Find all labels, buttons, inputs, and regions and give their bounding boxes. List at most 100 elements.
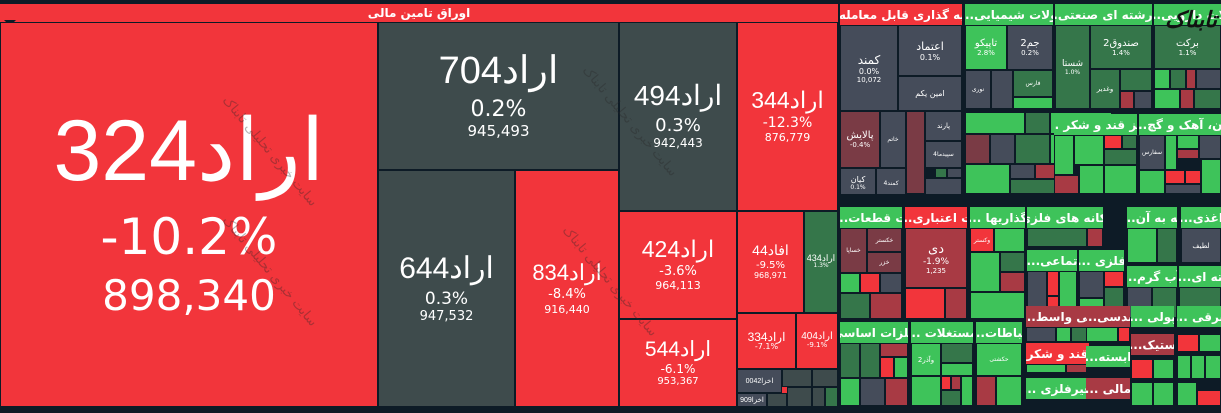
tile-arad434[interactable]: اراد434 1.3% xyxy=(804,211,838,313)
tile-small[interactable] xyxy=(990,134,1015,164)
tile-small[interactable] xyxy=(870,293,902,319)
tile-kamand4[interactable]: کمند4 xyxy=(876,168,906,194)
tile-small[interactable] xyxy=(885,378,908,406)
tile-small[interactable] xyxy=(1177,149,1199,159)
sector-nonmetal[interactable]: ... غیرفلزی xyxy=(1026,378,1089,406)
tile-small[interactable] xyxy=(965,134,990,164)
sector-engineering[interactable]: ...ندسی xyxy=(1086,306,1130,342)
tile-small[interactable] xyxy=(1074,135,1104,165)
tile-small[interactable] xyxy=(941,390,961,406)
tile-small[interactable] xyxy=(991,70,1013,109)
tile-small[interactable] xyxy=(1056,327,1071,342)
tile-small[interactable] xyxy=(945,288,967,319)
tile-arad324[interactable]: اراد324 -10.2% 898,340 xyxy=(0,22,378,406)
tile-small[interactable] xyxy=(925,178,962,194)
sector-telecom[interactable]: ...تباطات حکشتی xyxy=(976,322,1022,406)
tile-small[interactable] xyxy=(1134,91,1152,109)
tile-small[interactable] xyxy=(1025,112,1050,134)
tile-small[interactable] xyxy=(880,357,894,378)
sector-credit[interactable]: ...ت اعتباری دی -1.9% 1,235 xyxy=(905,207,967,319)
tile-small[interactable] xyxy=(1131,382,1153,406)
tile-arad544[interactable]: اراد544 -6.1% 953,367 xyxy=(619,319,737,406)
sector-auto-parts[interactable]: ...ت قطعات خساپا خکستر خزر xyxy=(840,207,902,319)
tile-small[interactable] xyxy=(1104,149,1137,165)
tile-shasta[interactable]: شستا 1.0% xyxy=(1055,25,1090,109)
tile-arad834[interactable]: اراد834 -8.4% 916,440 xyxy=(515,170,619,406)
tile-small[interactable] xyxy=(1086,327,1118,342)
sector-plastic[interactable]: ...ستیک xyxy=(1131,334,1174,356)
tile-small[interactable] xyxy=(1104,271,1124,287)
tile-small[interactable] xyxy=(1079,165,1104,194)
tile-kamand[interactable]: کمند 0.0% 10,072 xyxy=(840,25,898,111)
tile-small[interactable] xyxy=(787,387,812,406)
tile-small[interactable] xyxy=(1118,327,1130,342)
tile-small[interactable] xyxy=(1154,89,1180,109)
tile-small[interactable] xyxy=(1199,135,1221,159)
tile-small[interactable] xyxy=(840,378,860,406)
tile-small[interactable] xyxy=(1177,334,1199,352)
tile-small[interactable] xyxy=(941,343,973,363)
tile-small[interactable] xyxy=(905,288,945,319)
tile-palayesh[interactable]: پالایش -0.4% xyxy=(840,111,880,168)
tile-small[interactable] xyxy=(782,369,812,387)
tile-small[interactable] xyxy=(1010,164,1035,179)
tile-small[interactable] xyxy=(840,293,870,319)
tile-small[interactable] xyxy=(1191,355,1205,379)
tile-small[interactable] xyxy=(1120,91,1134,109)
tile-arad704[interactable]: اراد704 0.2% 945,493 xyxy=(378,22,619,170)
tile-vkastar[interactable]: وکستر xyxy=(970,228,994,252)
tile-small[interactable] xyxy=(825,387,838,406)
tile-small[interactable] xyxy=(767,393,787,406)
tile-small[interactable] xyxy=(1000,272,1025,292)
tile-small[interactable] xyxy=(860,378,885,406)
tile-small[interactable] xyxy=(1079,271,1104,298)
tile-arad404[interactable]: اراد404 -9.1% xyxy=(796,313,838,369)
tile-sandoogh2[interactable]: صندوق2 1.4% xyxy=(1090,25,1152,69)
tile-small[interactable] xyxy=(1154,69,1170,89)
tile-small[interactable] xyxy=(1013,97,1053,109)
tile-akhza909[interactable]: اخزا909 xyxy=(737,393,767,406)
tile-khkastar[interactable]: خکستر xyxy=(867,228,902,252)
tile-afad44[interactable]: افاد44 -9.5% 968,971 xyxy=(737,211,804,313)
sector-monetary[interactable]: ... پولی xyxy=(1131,306,1174,331)
tile-small[interactable] xyxy=(1194,89,1221,109)
sector-financial[interactable]: ... مالی xyxy=(1086,378,1130,406)
tile-arad644[interactable]: اراد644 0.3% 947,532 xyxy=(378,170,515,406)
tile-khatam[interactable]: خاتم xyxy=(880,111,906,168)
tile-small[interactable] xyxy=(1197,390,1221,406)
sector-intermediary[interactable]: ...لی واسط xyxy=(1026,306,1089,342)
tile-barkat[interactable]: برکت 1.1% xyxy=(1154,25,1221,69)
sector-multi-industry[interactable]: ...د رشته ای صنعتی شستا 1.0% صندوق2 1.4%… xyxy=(1055,4,1152,109)
tile-arad334[interactable]: اراد334 -7.1% xyxy=(737,313,796,369)
tile-small[interactable] xyxy=(941,376,951,390)
tile-kian[interactable]: کیان 0.1% xyxy=(840,168,876,194)
tile-small[interactable] xyxy=(880,343,908,357)
tile-small[interactable] xyxy=(911,376,941,406)
tile-small[interactable] xyxy=(970,252,1000,292)
tile-sepidma4[interactable]: سپیدما4 xyxy=(925,141,962,168)
sector-food[interactable]: ...اغذی لطیف xyxy=(1181,207,1221,263)
tile-small[interactable] xyxy=(1104,165,1137,194)
tile-day[interactable]: دی -1.9% 1,235 xyxy=(905,228,967,288)
tile-small[interactable] xyxy=(1127,228,1157,263)
tile-small[interactable] xyxy=(941,363,973,376)
tile-small[interactable] xyxy=(1205,355,1221,379)
tile-small[interactable] xyxy=(1104,135,1122,149)
tile-small[interactable] xyxy=(1015,134,1050,164)
tile-small[interactable] xyxy=(812,387,825,406)
tile-small[interactable] xyxy=(840,343,860,378)
tile-small[interactable] xyxy=(947,168,962,178)
tile-small[interactable] xyxy=(1165,184,1201,194)
tile-small[interactable] xyxy=(961,376,973,406)
tile-small[interactable] xyxy=(906,111,925,194)
tile-noori[interactable]: نوری xyxy=(965,70,991,109)
sector-construction[interactable]: ...ته به آن xyxy=(1127,207,1177,263)
tile-arad494[interactable]: اراد494 0.3% 942,443 xyxy=(619,22,737,211)
tile-small[interactable] xyxy=(1120,69,1152,91)
tile-vaghadir[interactable]: وغدیر xyxy=(1090,69,1120,109)
tile-small[interactable] xyxy=(1010,179,1060,194)
tile-small[interactable] xyxy=(1201,159,1221,194)
sector-real-estate[interactable]: ... مستغلات وآذر2 xyxy=(911,322,973,406)
tile-khsapa[interactable]: خساپا xyxy=(840,228,867,273)
tile-fars[interactable]: فارس xyxy=(1013,70,1053,97)
